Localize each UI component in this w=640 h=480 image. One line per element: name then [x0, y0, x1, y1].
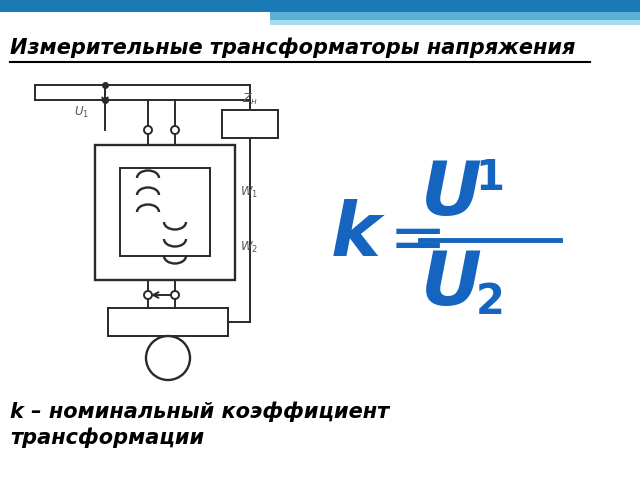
Circle shape [146, 336, 190, 380]
Circle shape [144, 126, 152, 134]
Circle shape [171, 126, 179, 134]
Circle shape [171, 291, 179, 299]
Bar [270, 20, 640, 25]
Text: k – номинальный коэффициент: k – номинальный коэффициент [10, 402, 389, 422]
Text: $\mathbfit{U}$: $\mathbfit{U}$ [420, 249, 481, 322]
Text: трансформации: трансформации [10, 428, 204, 448]
Bar [222, 110, 278, 138]
Bar [120, 168, 210, 256]
Text: $\mathbfit{k}$: $\mathbfit{k}$ [330, 199, 386, 272]
Text: $=$: $=$ [375, 204, 442, 272]
Text: $U_1$: $U_1$ [74, 105, 90, 120]
Text: $\mathbfit{U}$: $\mathbfit{U}$ [420, 158, 481, 231]
Bar [108, 308, 228, 336]
Text: Измерительные трансформаторы напряжения: Измерительные трансформаторы напряжения [10, 38, 575, 59]
Text: V: V [162, 350, 174, 365]
Bar [0, 0, 640, 12]
Text: $\mathbf{2}$: $\mathbf{2}$ [475, 281, 502, 323]
Bar [95, 145, 235, 280]
Text: $W_2$: $W_2$ [240, 240, 258, 254]
Text: $U_2$: $U_2$ [154, 308, 170, 323]
Circle shape [144, 291, 152, 299]
Text: $Z_н$: $Z_н$ [242, 92, 258, 107]
Text: $W_1$: $W_1$ [240, 184, 258, 200]
Bar [270, 12, 640, 20]
Text: $\mathbf{1}$: $\mathbf{1}$ [475, 157, 503, 199]
